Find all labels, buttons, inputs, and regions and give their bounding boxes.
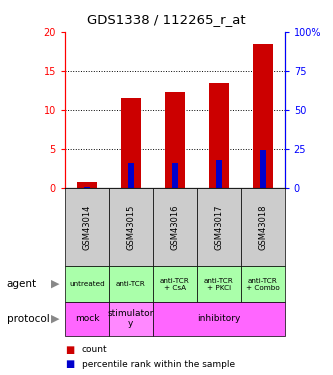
Text: GDS1338 / 112265_r_at: GDS1338 / 112265_r_at (87, 13, 246, 26)
Bar (216, 160, 221, 188)
Bar (209, 83, 229, 188)
Text: agent: agent (7, 279, 37, 289)
Text: ■: ■ (65, 345, 74, 354)
Text: percentile rank within the sample: percentile rank within the sample (82, 360, 235, 369)
Bar (128, 164, 134, 188)
Text: count: count (82, 345, 107, 354)
Text: untreated: untreated (69, 281, 105, 287)
Bar (260, 150, 265, 188)
Bar (84, 187, 90, 188)
Text: ■: ■ (65, 360, 74, 369)
Text: anti-TCR: anti-TCR (116, 281, 146, 287)
Bar (77, 182, 97, 188)
Text: GSM43018: GSM43018 (258, 204, 267, 250)
Text: mock: mock (75, 314, 99, 323)
Bar (172, 163, 177, 188)
Bar (121, 98, 141, 188)
Text: ▶: ▶ (51, 314, 59, 324)
Text: stimulator
y: stimulator y (108, 309, 154, 328)
Bar (253, 44, 273, 188)
Bar (165, 92, 185, 188)
Text: protocol: protocol (7, 314, 49, 324)
Text: inhibitory: inhibitory (197, 314, 240, 323)
Text: GSM43016: GSM43016 (170, 204, 179, 250)
Text: ▶: ▶ (51, 279, 59, 289)
Text: GSM43014: GSM43014 (82, 204, 92, 250)
Text: GSM43015: GSM43015 (126, 204, 136, 250)
Text: GSM43017: GSM43017 (214, 204, 223, 250)
Text: anti-TCR
+ CsA: anti-TCR + CsA (160, 278, 190, 291)
Text: anti-TCR
+ Combo: anti-TCR + Combo (246, 278, 280, 291)
Text: anti-TCR
+ PKCi: anti-TCR + PKCi (204, 278, 234, 291)
